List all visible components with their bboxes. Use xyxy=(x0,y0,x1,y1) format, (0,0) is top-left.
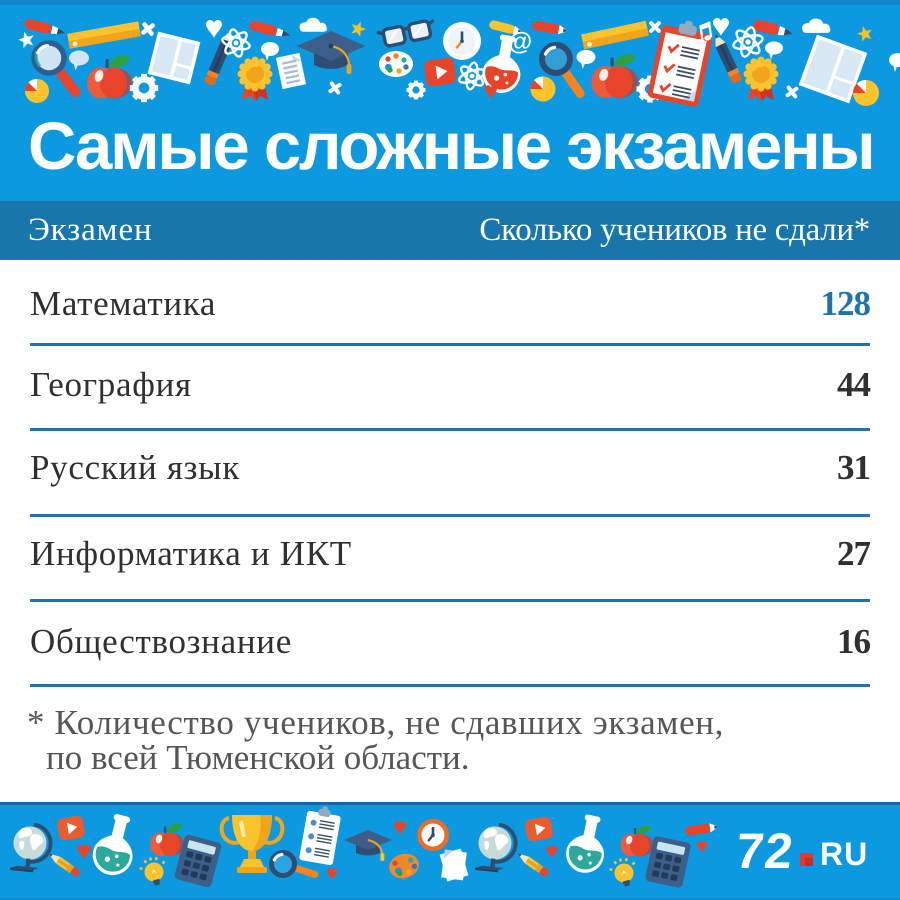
svg-text:@: @ xyxy=(508,28,532,56)
